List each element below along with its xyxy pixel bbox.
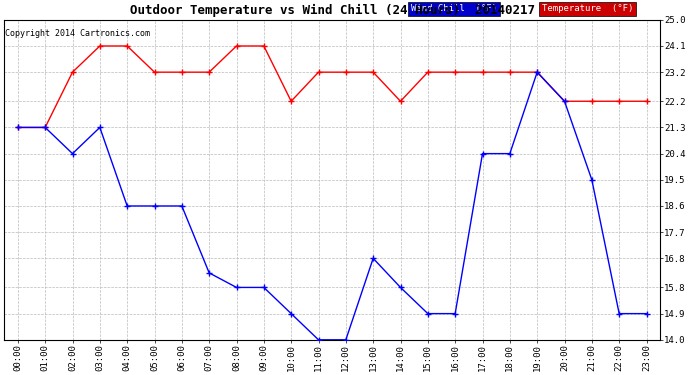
Text: Copyright 2014 Cartronics.com: Copyright 2014 Cartronics.com (5, 29, 150, 38)
Title: Outdoor Temperature vs Wind Chill (24 Hours)  20140217: Outdoor Temperature vs Wind Chill (24 Ho… (130, 4, 535, 17)
Text: Temperature  (°F): Temperature (°F) (542, 4, 633, 13)
Text: Wind Chill  (°F): Wind Chill (°F) (411, 4, 497, 13)
